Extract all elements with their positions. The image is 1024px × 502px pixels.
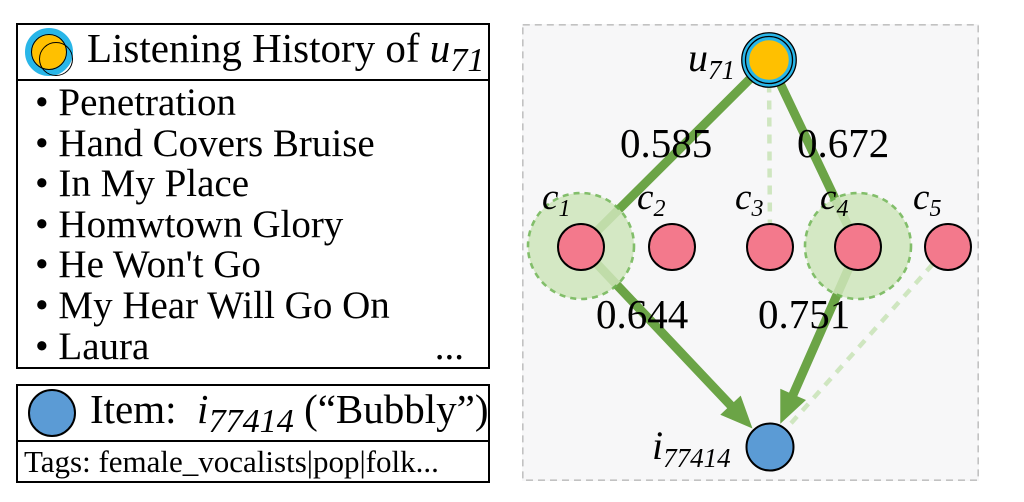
svg-text:0.751: 0.751 (758, 291, 850, 337)
svg-text:c2: c2 (637, 177, 665, 222)
svg-text:c3: c3 (735, 177, 763, 222)
svg-text:c4: c4 (820, 177, 848, 222)
svg-text:c5: c5 (913, 177, 941, 222)
svg-text:i77414: i77414 (652, 423, 731, 473)
svg-text:c1: c1 (542, 177, 570, 222)
svg-text:0.672: 0.672 (797, 120, 889, 166)
svg-text:0.644: 0.644 (596, 291, 688, 337)
svg-text:0.585: 0.585 (620, 120, 712, 166)
svg-text:u71: u71 (688, 35, 735, 85)
